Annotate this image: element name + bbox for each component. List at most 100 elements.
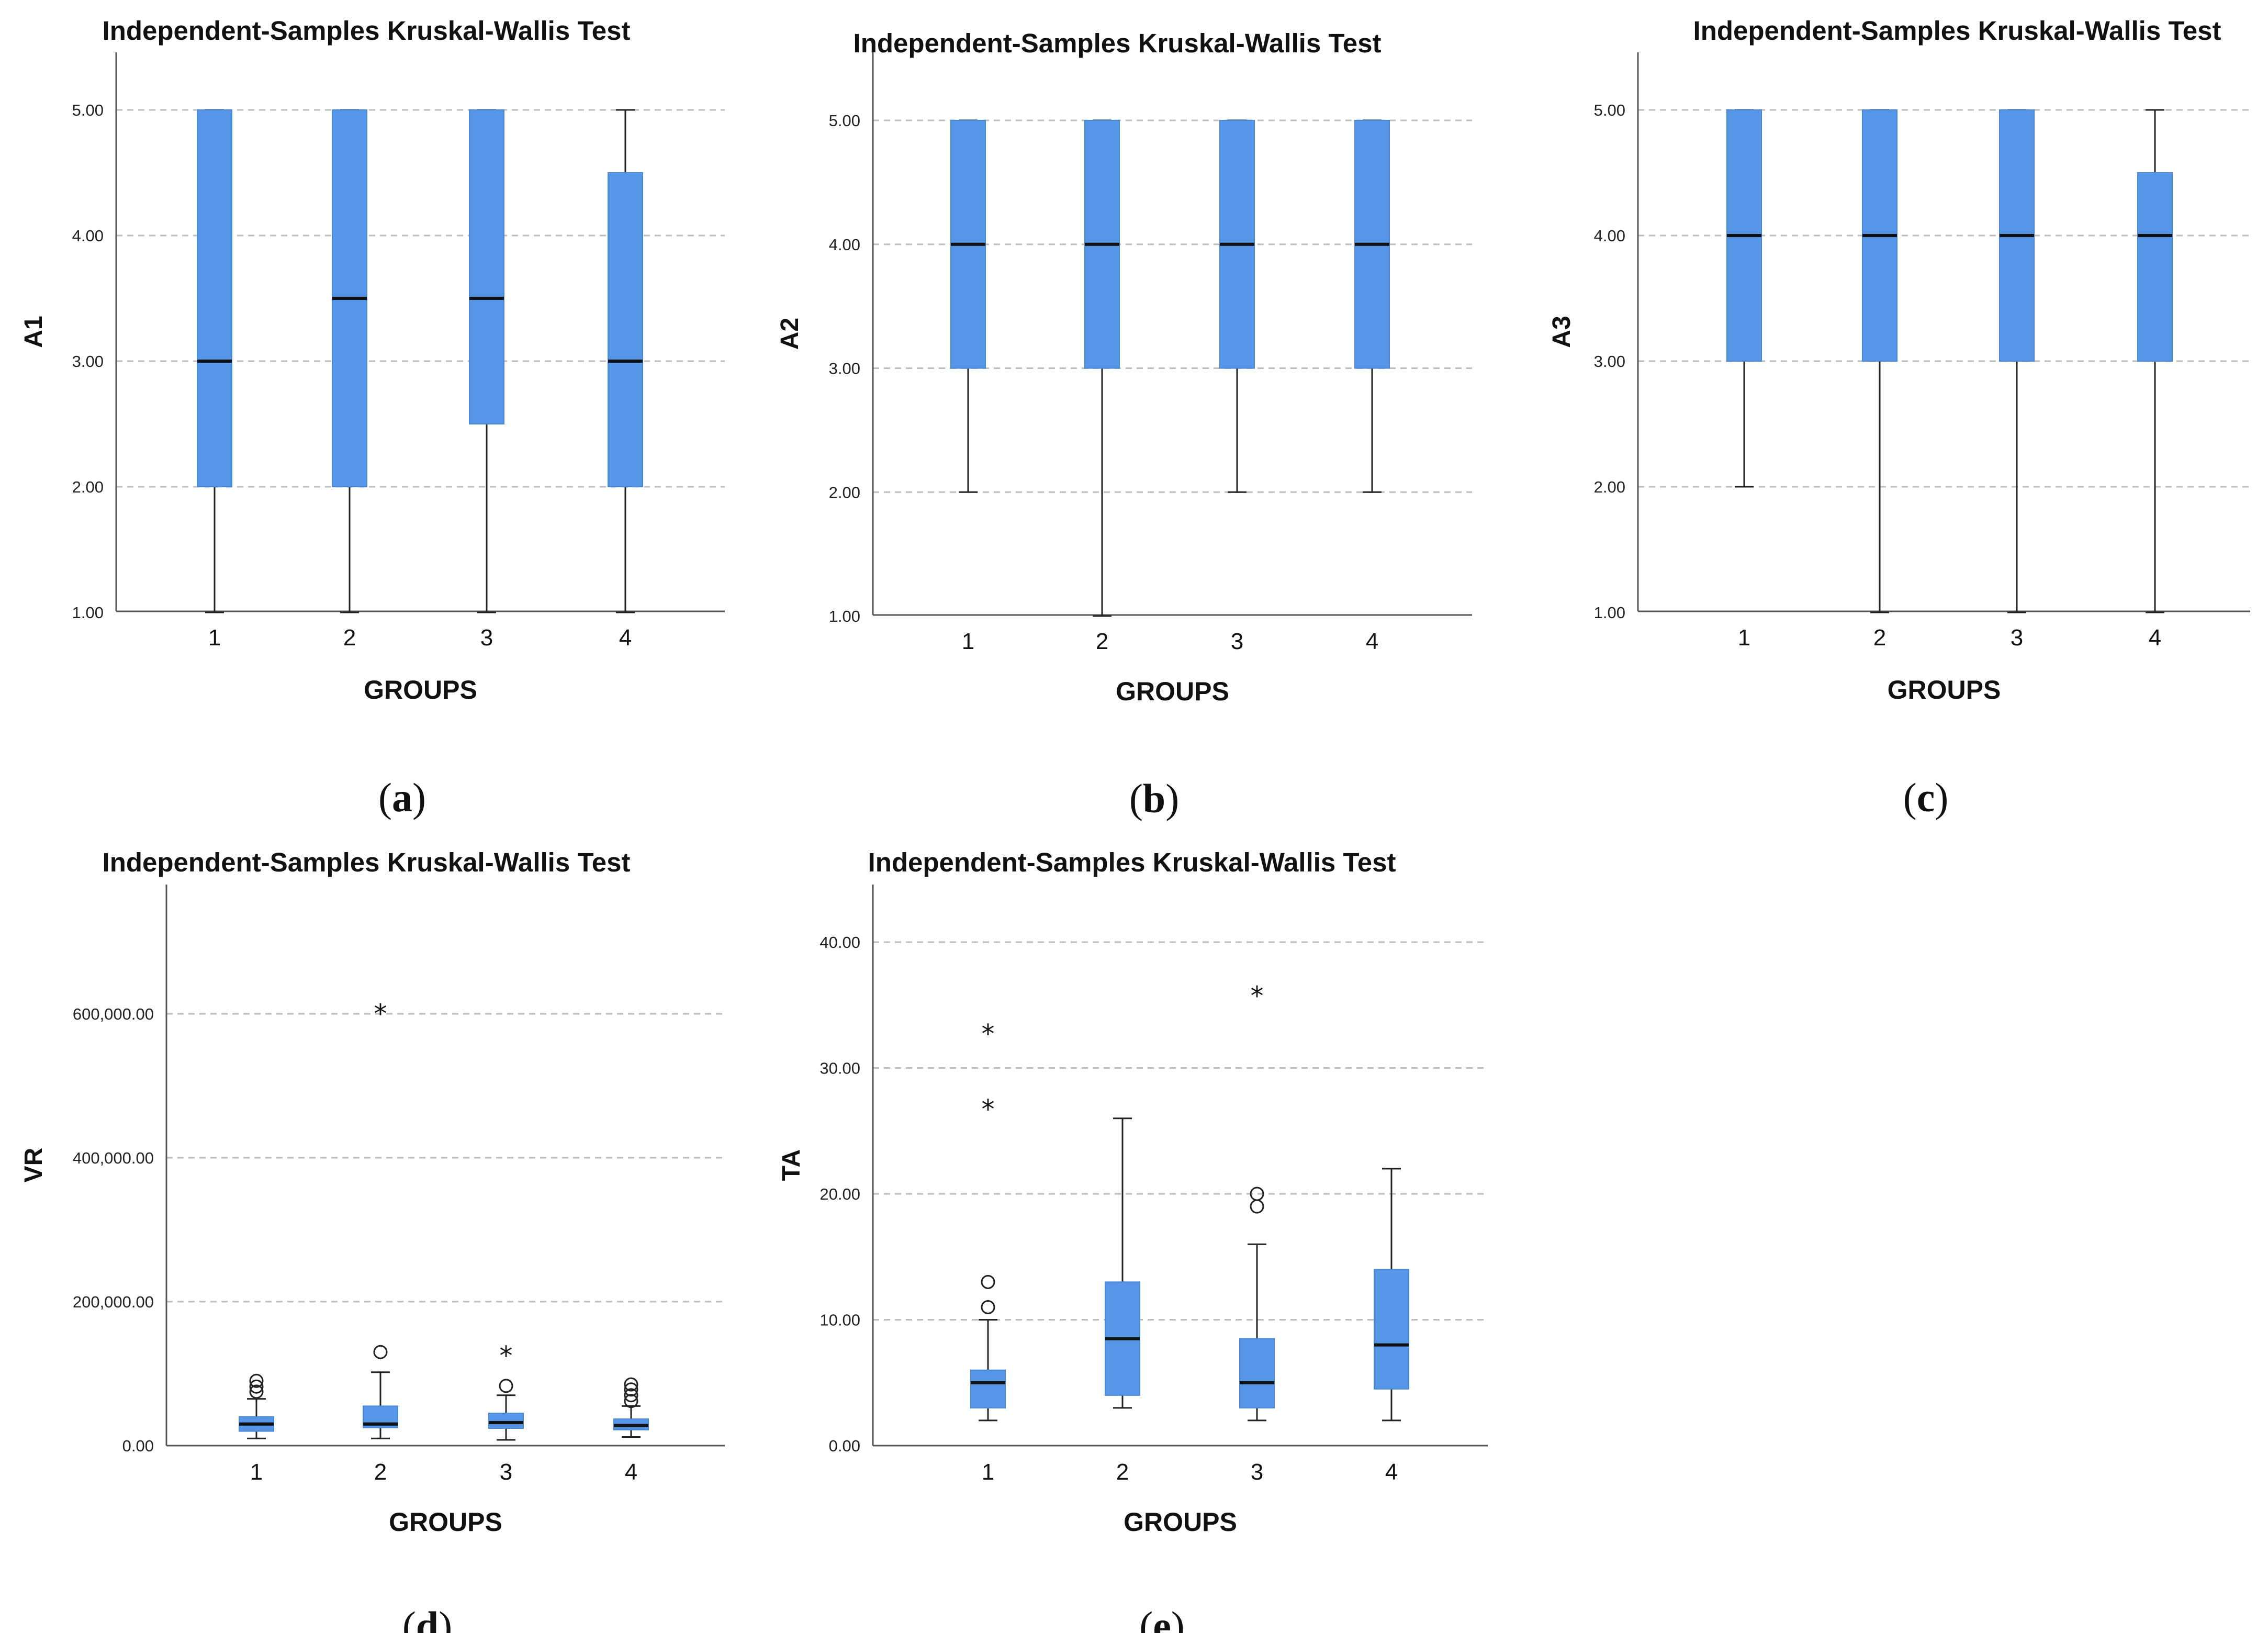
box [2137,172,2173,362]
box [488,1413,524,1429]
y-axis-label: A2 [776,318,804,350]
box-group-4 [608,109,643,613]
y-tick-label: 5.00 [1594,101,1625,119]
extreme-point: * [1251,981,1264,1011]
box-group-2 [332,109,367,613]
y-tick-label: 0.00 [122,1437,154,1455]
box-group-3 [1219,119,1255,493]
box-group-4 [613,1377,649,1438]
y-tick-label: 4.00 [829,236,860,254]
x-tick-label: 2 [1116,1459,1129,1485]
subfigure-label: (a) [378,775,426,820]
outlier-point [249,1373,264,1388]
box-group-2 [1862,109,1898,613]
x-tick-label: 4 [2149,625,2161,651]
y-tick-label: 10.00 [819,1311,860,1329]
x-tick-label: 2 [343,625,356,651]
outlier-point [249,1384,264,1399]
panel-e: Independent-Samples Kruskal-Wallis Test 0… [778,847,1488,1537]
extreme-point: * [374,999,387,1029]
box-group-2: * [363,999,398,1439]
panel-d: Independent-Samples Kruskal-Wallis Test 0… [20,847,725,1537]
y-tick-label: 5.00 [829,111,860,130]
box-group-4 [2137,109,2173,613]
x-tick-label: 3 [2011,625,2023,651]
outlier-point [624,1377,638,1392]
outlier-point [249,1379,264,1394]
box-group-3 [1999,109,2035,613]
x-axis-label: GROUPS [1116,677,1229,706]
box-group-1: ** [970,1019,1006,1422]
x-tick-label: 3 [480,625,493,651]
y-tick-label: 2.00 [829,483,860,501]
x-tick-label: 3 [1251,1459,1263,1485]
y-tick-label: 1.00 [1594,603,1625,622]
subfigure-label: (b) [1129,776,1179,821]
y-tick-label: 1.00 [72,603,104,622]
y-axis-label: A3 [1548,316,1576,348]
subfigure-label: (e) [1139,1603,1185,1633]
y-tick-label: 400,000.00 [73,1149,154,1167]
outlier-point [624,1388,638,1403]
x-tick-label: 1 [1738,625,1750,651]
subfigure-label: (c) [1903,775,1949,820]
x-tick-label: 4 [1385,1459,1398,1485]
box-group-4 [1354,119,1390,493]
y-tick-label: 30.00 [819,1059,860,1078]
box [970,1369,1006,1408]
panel-b: Independent-Samples Kruskal-Wallis Test 1… [776,28,1472,706]
box-group-2 [1105,1117,1140,1409]
box [608,172,643,487]
panel-title: Independent-Samples Kruskal-Wallis Test [103,16,631,46]
x-tick-label: 3 [1231,629,1243,654]
y-axis-label: TA [778,1149,805,1181]
x-tick-label: 3 [500,1459,512,1485]
panel-title: Independent-Samples Kruskal-Wallis Test [103,847,631,877]
y-tick-label: 20.00 [819,1185,860,1203]
subfigure-label: (d) [402,1603,452,1633]
x-axis-label: GROUPS [389,1507,502,1537]
box-group-3 [469,109,504,613]
y-tick-label: 3.00 [829,360,860,378]
y-tick-label: 40.00 [819,933,860,952]
x-tick-label: 4 [625,1459,637,1485]
panel-c: Independent-Samples Kruskal-Wallis Test 1… [1548,16,2250,704]
x-axis-label: GROUPS [1124,1507,1237,1537]
box [1239,1338,1275,1408]
box-group-1 [197,109,232,613]
y-tick-label: 4.00 [1594,227,1625,245]
outlier-point [373,1345,388,1359]
x-tick-label: 2 [1096,629,1108,654]
box-group-4 [1374,1168,1409,1422]
outlier-point [981,1274,995,1289]
panel-title: Independent-Samples Kruskal-Wallis Test [854,28,1382,58]
y-tick-label: 0.00 [829,1437,860,1455]
box-group-2 [1084,119,1120,617]
x-tick-label: 1 [250,1459,263,1485]
y-tick-label: 600,000.00 [73,1005,154,1023]
extreme-point: * [500,1340,513,1371]
box-group-3: * [1239,981,1275,1422]
outlier-point [981,1300,995,1314]
x-tick-label: 4 [1366,629,1378,654]
extreme-point: * [982,1094,995,1125]
panel-title: Independent-Samples Kruskal-Wallis Test [1693,16,2221,46]
outlier-point [624,1382,638,1397]
box-group-3: * [488,1340,524,1441]
x-axis-label: GROUPS [364,675,477,704]
y-tick-label: 2.00 [72,478,104,496]
x-tick-label: 4 [619,625,632,651]
outlier-point [1250,1187,1264,1201]
x-tick-label: 1 [208,625,221,651]
y-tick-label: 3.00 [72,352,104,371]
box-group-1 [1726,109,1762,488]
y-axis-label: A1 [20,316,48,348]
y-axis-label: VR [20,1148,48,1183]
y-tick-label: 4.00 [72,227,104,245]
x-axis-label: GROUPS [1888,675,2001,704]
y-tick-label: 5.00 [72,101,104,119]
outlier-point [499,1379,513,1393]
outlier-point [624,1394,638,1408]
box [1374,1269,1409,1390]
